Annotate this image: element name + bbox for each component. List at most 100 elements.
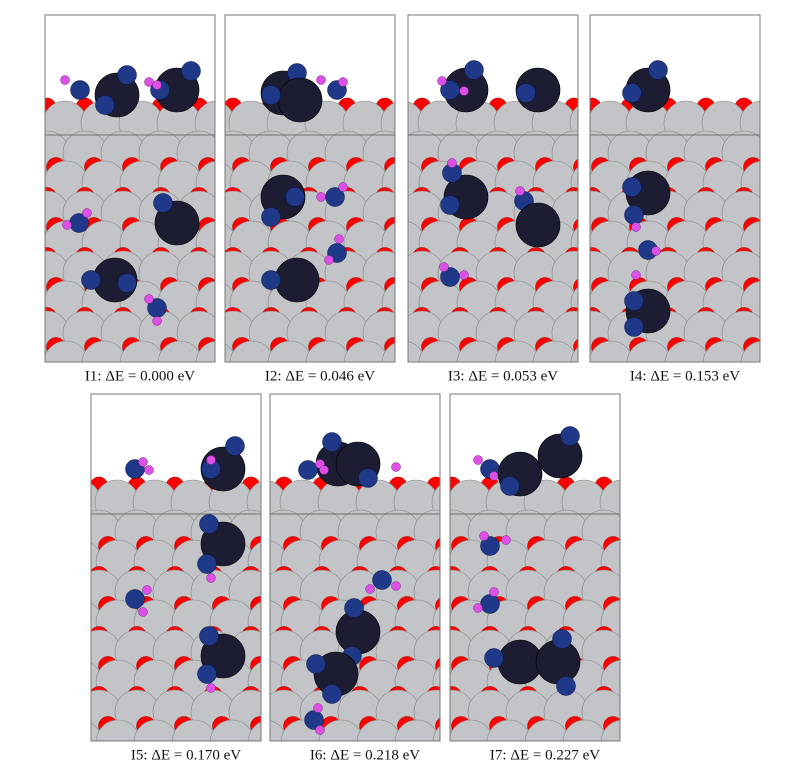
h-atom	[313, 703, 323, 713]
metal-atom	[430, 750, 474, 776]
red-atom	[782, 278, 801, 297]
metal-atom	[39, 750, 83, 776]
metal-atom	[532, 340, 578, 362]
red-atom	[782, 398, 801, 417]
dark-atom	[277, 77, 323, 123]
h-atom	[631, 222, 641, 232]
metal-atom	[45, 228, 51, 258]
metal-atom	[760, 371, 804, 415]
blue-atom	[181, 61, 201, 81]
metal-atom	[0, 131, 31, 175]
metal-atom	[619, 588, 620, 596]
atoms	[270, 394, 440, 741]
h-atom	[62, 220, 72, 230]
metal-atom	[39, 510, 83, 554]
red-atom	[228, 368, 247, 387]
blue-atom	[298, 460, 318, 480]
metal-atom	[664, 340, 710, 362]
metal-atom	[381, 342, 395, 362]
dark-atom	[497, 639, 543, 685]
structure-panel: I3: ΔE = 0.053 eV	[407, 14, 590, 384]
red-atom	[47, 398, 66, 417]
panel-border	[90, 393, 262, 742]
structure-panel: I4: ΔE = 0.153 eV	[578, 14, 811, 417]
red-atom	[9, 218, 28, 237]
red-atom	[642, 597, 661, 616]
blue-atom	[306, 654, 326, 674]
metal-atom	[45, 168, 51, 198]
blue-atom	[622, 83, 642, 103]
metal-atom	[619, 648, 620, 656]
back-atom	[33, 139, 45, 151]
h-atom	[138, 607, 148, 617]
blue-atom	[440, 195, 460, 215]
h-atom	[144, 465, 154, 475]
blue-atom	[153, 193, 173, 213]
red-atom	[773, 188, 792, 207]
metal-atom	[81, 340, 127, 362]
caption: I7: ΔE = 0.227 eV	[490, 747, 600, 763]
h-atom	[315, 725, 325, 735]
red-atom	[630, 398, 649, 417]
panel-border	[449, 393, 621, 742]
red-atom	[280, 747, 299, 766]
h-atom	[152, 80, 162, 90]
metal-atom	[45, 348, 51, 362]
blue-atom	[372, 570, 392, 590]
metal-atom	[95, 719, 141, 741]
h-atom	[138, 457, 148, 467]
metal-atom	[779, 281, 811, 325]
metal-atom	[119, 340, 165, 362]
panel-border	[589, 14, 761, 363]
red-atom	[642, 657, 661, 676]
red-atom	[61, 657, 80, 676]
blue-atom	[225, 436, 245, 456]
h-atom	[206, 573, 216, 583]
atoms	[225, 15, 395, 362]
red-atom	[706, 398, 725, 417]
metal-atom	[157, 340, 203, 362]
blue-atom	[261, 85, 281, 105]
atoms	[578, 15, 811, 417]
red-atom	[38, 368, 57, 387]
red-atom	[671, 567, 690, 586]
back-atom	[578, 197, 590, 209]
metal-atom	[779, 161, 811, 205]
metal-atom	[639, 720, 683, 764]
back-atom	[578, 342, 590, 354]
red-atom	[9, 398, 28, 417]
blue-atom	[552, 629, 572, 649]
metal-atom	[570, 346, 578, 362]
back-atom	[33, 197, 45, 209]
blue-atom	[464, 60, 484, 80]
metal-atom	[195, 340, 215, 362]
blue-atom	[117, 65, 137, 85]
blue-atom	[624, 291, 644, 311]
h-atom	[447, 158, 457, 168]
metal-atom	[639, 600, 683, 644]
blue-atom	[285, 187, 305, 207]
blue-atom	[480, 594, 500, 614]
red-atom	[773, 308, 792, 327]
panel-border	[407, 14, 579, 363]
h-atom	[515, 186, 525, 196]
metal-atom	[759, 209, 760, 217]
metal-atom	[305, 340, 351, 362]
metal-atom	[620, 750, 664, 776]
back-atom	[33, 313, 45, 325]
red-atom	[633, 627, 652, 646]
metal-atom	[639, 540, 683, 584]
red-atom	[52, 477, 70, 495]
metal-atom	[702, 340, 748, 362]
atoms	[408, 15, 590, 362]
blue-atom	[95, 95, 115, 115]
metal-atom	[778, 101, 811, 145]
blue-atom	[70, 80, 90, 100]
metal-atom	[759, 149, 760, 157]
structure-panel: I7: ΔE = 0.227 eV	[430, 393, 690, 776]
blue-atom	[322, 684, 342, 704]
panel-border	[224, 14, 396, 363]
metal-atom	[779, 341, 811, 385]
blue-atom	[516, 83, 536, 103]
red-atom	[671, 747, 690, 766]
